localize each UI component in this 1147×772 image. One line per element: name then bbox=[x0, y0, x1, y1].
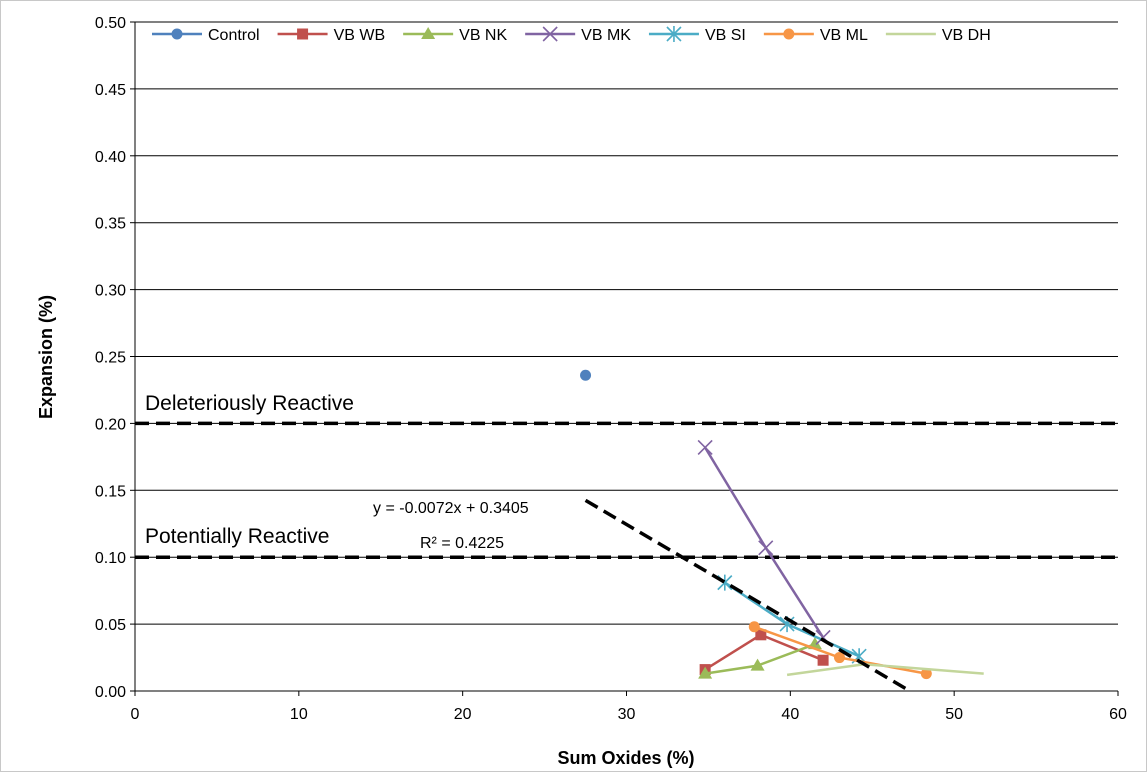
data-point-vb-mk-1 bbox=[758, 540, 774, 556]
y-tick-label-0.40: 0.40 bbox=[95, 149, 126, 166]
x-tick-label-50: 50 bbox=[945, 706, 963, 723]
data-point-control-0 bbox=[580, 369, 592, 381]
data-point-vb-mk-0 bbox=[697, 439, 713, 456]
series-vb-ml bbox=[748, 621, 932, 680]
x-tick-label-0: 0 bbox=[131, 706, 140, 723]
legend-marker-vb-si bbox=[666, 26, 682, 42]
deleteriously-reactive-label: Deleteriously Reactive bbox=[145, 392, 354, 415]
legend-label-vb-mk: VB MK bbox=[581, 27, 631, 44]
legend-marker-vb-nk bbox=[421, 27, 436, 39]
legend-item-vb-nk: VB NK bbox=[403, 27, 507, 44]
legend-label-control: Control bbox=[208, 27, 260, 44]
data-point-vb-wb-1 bbox=[755, 629, 767, 641]
legend-label-vb-dh: VB DH bbox=[942, 27, 991, 44]
data-point-vb-ml-2 bbox=[920, 668, 932, 680]
x-axis-title: Sum Oxides (%) bbox=[557, 748, 694, 768]
y-tick-label-0.35: 0.35 bbox=[95, 216, 126, 233]
legend-label-vb-wb: VB WB bbox=[334, 27, 386, 44]
series-vb-nk bbox=[698, 637, 822, 679]
legend-label-vb-si: VB SI bbox=[705, 27, 746, 44]
y-tick-label-0.15: 0.15 bbox=[95, 483, 126, 500]
legend-item-vb-mk: VB MK bbox=[525, 26, 631, 44]
trendline-r-squared: R² = 0.4225 bbox=[420, 535, 504, 552]
y-tick-label-0.05: 0.05 bbox=[95, 617, 126, 634]
annotations: y = -0.0072x + 0.3405 R² = 0.4225 Delete… bbox=[145, 392, 529, 552]
y-axis-title: Expansion (%) bbox=[36, 295, 56, 419]
legend-marker-vb-mk bbox=[542, 26, 558, 42]
x-tick-label-20: 20 bbox=[454, 706, 472, 723]
legend-item-vb-ml: VB ML bbox=[763, 27, 868, 44]
x-tick-label-30: 30 bbox=[618, 706, 636, 723]
x-tick-label-40: 40 bbox=[781, 706, 799, 723]
axes: 0.00 0.05 0.10 0.15 0.20 0.25 0.30 0.35 0.40 0.45… bbox=[95, 15, 1127, 723]
y-tick-label-0.30: 0.30 bbox=[95, 283, 126, 300]
y-tick-label-0.45: 0.45 bbox=[95, 82, 126, 99]
reference-lines bbox=[135, 421, 1118, 559]
legend-label-vb-nk: VB NK bbox=[459, 27, 507, 44]
legend-label-vb-ml: VB ML bbox=[820, 27, 868, 44]
y-tick-label-0.00: 0.00 bbox=[95, 684, 126, 701]
legend-item-control: Control bbox=[152, 27, 260, 44]
x-tick-label-60: 60 bbox=[1109, 706, 1127, 723]
legend-marker-control bbox=[171, 28, 183, 40]
potentially-reactive-label: Potentially Reactive bbox=[145, 525, 329, 548]
data-point-vb-nk-1 bbox=[750, 658, 765, 671]
y-tick-label-0.50: 0.50 bbox=[95, 15, 126, 32]
legend: Control VB WB VB NK VB MK VB SI VB ML VB DH bbox=[152, 26, 991, 44]
x-tick-label-10: 10 bbox=[290, 706, 308, 723]
data-point-vb-nk-0 bbox=[698, 666, 713, 679]
trendline-equation: y = -0.0072x + 0.3405 bbox=[373, 500, 529, 517]
data-point-vb-ml-1 bbox=[833, 652, 845, 664]
series-group bbox=[580, 369, 984, 680]
y-tick-label-0.20: 0.20 bbox=[95, 416, 126, 433]
data-point-vb-wb-2 bbox=[817, 654, 829, 666]
y-tick-label-0.25: 0.25 bbox=[95, 350, 126, 367]
y-tick-label-0.10: 0.10 bbox=[95, 550, 126, 567]
series-control bbox=[580, 369, 592, 381]
legend-item-vb-wb: VB WB bbox=[277, 27, 386, 44]
legend-marker-vb-ml bbox=[783, 28, 795, 40]
legend-item-vb-dh: VB DH bbox=[885, 27, 991, 44]
data-point-vb-ml-0 bbox=[748, 621, 760, 633]
legend-marker-vb-wb bbox=[297, 28, 309, 40]
legend-item-vb-si: VB SI bbox=[648, 26, 746, 44]
